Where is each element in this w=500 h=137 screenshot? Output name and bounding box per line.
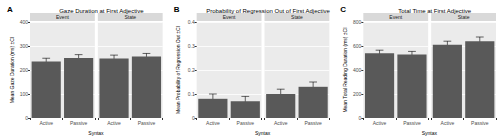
svg-text:Passive: Passive	[70, 120, 88, 126]
svg-text:0.3: 0.3	[188, 43, 195, 49]
svg-text:600: 600	[353, 43, 362, 49]
svg-text:Active: Active	[206, 120, 220, 126]
svg-text:0.4: 0.4	[188, 19, 195, 25]
svg-text:400: 400	[20, 19, 29, 25]
svg-text:State: State	[458, 14, 470, 20]
svg-text:Event: Event	[223, 14, 236, 20]
svg-text:C: C	[340, 5, 346, 14]
svg-text:Probability of Regression Out: Probability of Regression Out of First A…	[206, 8, 330, 14]
svg-text:Passive: Passive	[403, 120, 421, 126]
svg-text:Event: Event	[56, 14, 69, 20]
svg-text:Mean Gaze Duration (ms) ±CI: Mean Gaze Duration (ms) ±CI	[9, 37, 15, 104]
svg-text:Total Time at First Adjective: Total Time at First Adjective	[398, 8, 472, 14]
svg-text:Passive: Passive	[304, 120, 322, 126]
svg-text:Mean Probability of Regression: Mean Probability of Regression Out ±CI	[175, 26, 181, 114]
svg-text:0.1: 0.1	[188, 91, 195, 97]
svg-text:200: 200	[353, 91, 362, 97]
svg-text:800: 800	[353, 19, 362, 25]
svg-text:Active: Active	[274, 120, 288, 126]
svg-text:Passive: Passive	[471, 120, 489, 126]
svg-text:0: 0	[359, 115, 362, 121]
svg-text:Active: Active	[441, 120, 455, 126]
svg-text:Syntax: Syntax	[422, 130, 438, 136]
svg-text:Mean Total Reading Duration (m: Mean Total Reading Duration (ms) ±CI	[342, 27, 348, 112]
svg-text:0: 0	[25, 115, 28, 121]
svg-text:Active: Active	[39, 120, 53, 126]
svg-text:400: 400	[353, 67, 362, 73]
svg-text:A: A	[7, 5, 13, 14]
svg-text:Active: Active	[107, 120, 121, 126]
svg-text:Gaze Duration at First Adjecti: Gaze Duration at First Adjective	[59, 8, 144, 14]
svg-text:0: 0	[192, 115, 195, 121]
svg-text:Syntax: Syntax	[88, 130, 104, 136]
svg-text:300: 300	[20, 43, 29, 49]
svg-text:Active: Active	[373, 120, 387, 126]
svg-text:0.2: 0.2	[188, 67, 195, 73]
svg-text:State: State	[124, 14, 136, 20]
svg-text:State: State	[291, 14, 303, 20]
svg-text:B: B	[174, 5, 180, 14]
svg-text:Passive: Passive	[138, 120, 156, 126]
svg-text:Syntax: Syntax	[255, 130, 271, 136]
svg-text:Event: Event	[389, 14, 402, 20]
svg-text:Passive: Passive	[237, 120, 255, 126]
svg-text:200: 200	[20, 67, 29, 73]
svg-text:100: 100	[20, 91, 29, 97]
